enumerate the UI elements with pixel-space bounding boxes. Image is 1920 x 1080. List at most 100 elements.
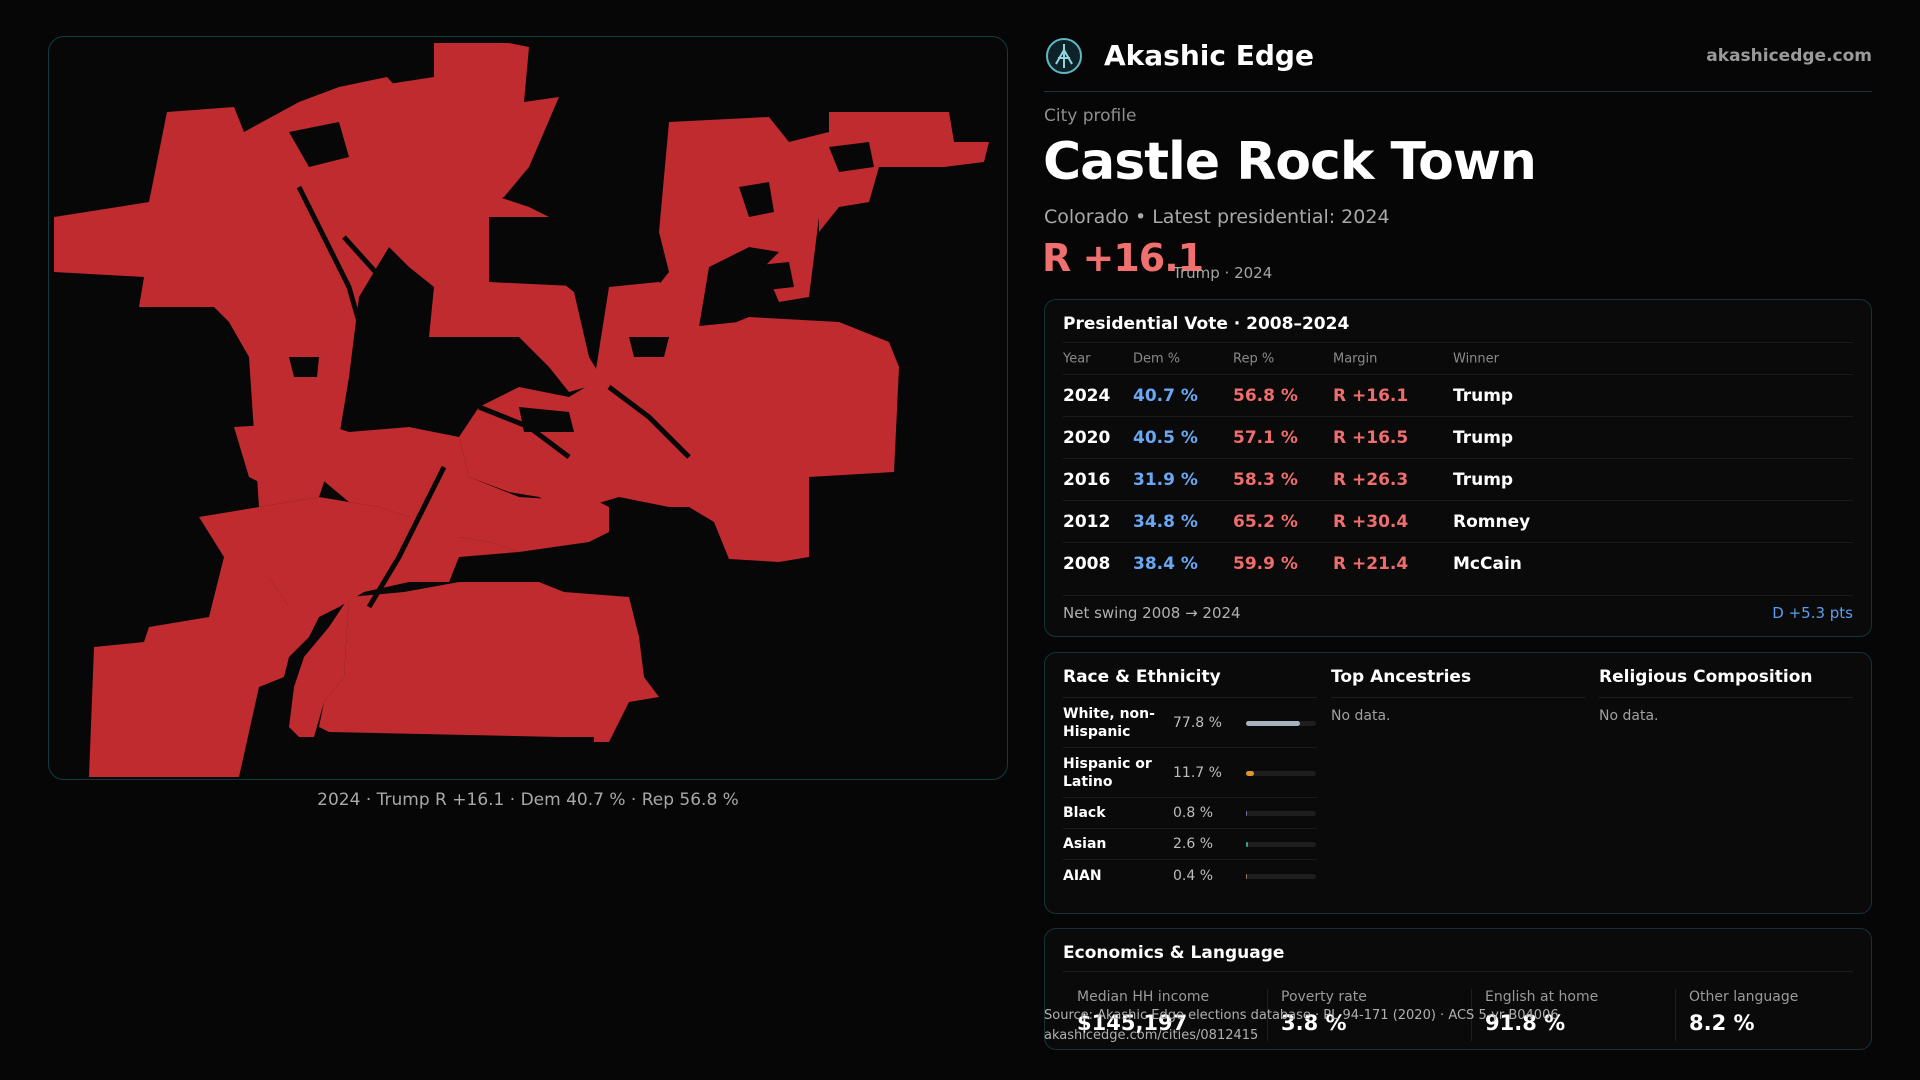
brand-domain-link[interactable]: akashicedge.com [1706,46,1872,66]
map-gap-shape [829,142,874,172]
race-label: Asian [1063,836,1107,852]
precinct-shape[interactable] [679,207,749,267]
presidential-vote-card: Presidential Vote · 2008–2024 Year Dem %… [1044,299,1872,637]
precinct-shape[interactable] [234,422,609,552]
econ-cell-poverty-rate: Poverty rate 3.8 % [1267,989,1481,1041]
cell-margin: R +30.4 [1333,511,1409,532]
akashic-edge-logo-icon[interactable] [1044,36,1084,76]
race-bar-fill [1246,720,1301,726]
map-caption: 2024 · Trump R +16.1 · Dem 40.7 % · Rep … [317,790,739,810]
race-row: Asian 2.6 % [1063,829,1317,860]
race-bar [1246,873,1316,879]
footer: Source: Akashic Edge elections database … [1044,1006,1559,1046]
map-gap-shape [289,357,319,377]
map-boundary-line [296,185,372,358]
race-value: 2.6 % [1173,836,1214,852]
headline-margin-note: Trump · 2024 [1173,264,1273,282]
cell-rep: 58.3 % [1233,469,1298,490]
cell-margin: R +16.5 [1333,427,1409,448]
map-boundary-line [478,404,571,459]
econ-cell-other-language: Other language 8.2 % [1675,989,1889,1041]
precinct-shape[interactable] [289,597,349,737]
precinct-map[interactable] [49,37,1008,780]
precinct-shape[interactable] [649,112,989,347]
race-ethnicity-section: Race & Ethnicity White, non-Hispanic 77.… [1063,667,1317,891]
footer-source: Source: Akashic Edge elections database … [1044,1008,1559,1023]
cell-rep: 59.9 % [1233,553,1298,574]
race-row: White, non-Hispanic 77.8 % [1063,698,1317,748]
table-row: 2008 38.4 % 59.9 % R +21.4 McCain [1063,542,1853,584]
race-label: White, non-Hispanic [1063,705,1155,740]
race-ethnicity-title: Race & Ethnicity [1063,667,1317,698]
econ-cell-english-at-home: English at home 91.8 % [1471,989,1685,1041]
cell-year: 2020 [1063,427,1111,448]
ancestries-empty: No data. [1331,708,1391,724]
map-gap-shape [739,182,774,217]
religion-title: Religious Composition [1599,667,1853,698]
religion-empty: No data. [1599,708,1659,724]
cell-dem: 40.5 % [1133,427,1198,448]
table-row: 2024 40.7 % 56.8 % R +16.1 Trump [1063,374,1853,416]
map-gap-shape [289,122,349,167]
precinct-shape[interactable] [249,497,519,657]
header-rep: Rep % [1233,351,1275,366]
cell-margin: R +16.1 [1333,385,1409,406]
cell-winner: Trump [1453,427,1514,448]
race-label: Hispanic or Latino [1063,755,1152,790]
map-boundary-line [607,385,691,459]
brand-name: Akashic Edge [1104,39,1314,72]
race-value: 0.8 % [1173,805,1214,821]
presidential-vote-title: Presidential Vote · 2008–2024 [1063,314,1350,334]
ancestries-section: Top Ancestries No data. [1331,667,1585,724]
header: Akashic Edge akashicedge.com [1044,36,1872,92]
cell-year: 2008 [1063,553,1111,574]
presidential-vote-table: Year Dem % Rep % Margin Winner 2024 40.7… [1063,342,1853,584]
cell-winner: Trump [1453,385,1514,406]
demographics-card: Race & Ethnicity White, non-Hispanic 77.… [1044,652,1872,914]
net-swing-value: D +5.3 pts [1772,604,1853,622]
race-row: AIAN 0.4 % [1063,860,1317,891]
cell-dem: 40.7 % [1133,385,1198,406]
page-subtitle: Colorado • Latest presidential: 2024 [1044,206,1390,228]
race-bar [1246,770,1316,776]
precinct-shape[interactable] [689,322,749,347]
map-boundary-line [366,465,447,609]
econ-label: Poverty rate [1281,989,1367,1005]
cell-dem: 38.4 % [1133,553,1198,574]
headline-margin: R +16.1 [1042,236,1204,280]
header-dem: Dem % [1133,351,1181,366]
race-bar-fill [1246,842,1248,847]
cell-dem: 31.9 % [1133,469,1198,490]
map-gap-shape [489,217,594,287]
economics-title: Economics & Language [1063,943,1285,963]
precinct-shape[interactable] [319,582,659,742]
race-bar-fill [1246,873,1248,879]
race-row: Black 0.8 % [1063,798,1317,829]
cell-winner: McCain [1453,553,1522,574]
cell-rep: 57.1 % [1233,427,1298,448]
precinct-shape[interactable] [89,507,289,777]
map-boundary-line [342,235,412,368]
precinct-shape[interactable] [54,77,424,507]
race-bar-fill [1246,811,1248,816]
cell-rep: 56.8 % [1233,385,1298,406]
race-bar-fill [1246,770,1255,776]
cell-year: 2024 [1063,385,1111,406]
econ-label: English at home [1485,989,1599,1005]
header-year: Year [1063,351,1091,366]
religion-section: Religious Composition No data. [1599,667,1853,724]
precinct-shape[interactable] [369,43,559,212]
header-margin: Margin [1333,351,1378,366]
race-label: AIAN [1063,867,1102,884]
page-title: Castle Rock Town [1043,132,1537,192]
race-value: 11.7 % [1173,764,1222,781]
footer-url-link[interactable]: akashicedge.com/cities/0812415 [1044,1028,1259,1043]
map-panel[interactable] [48,36,1008,780]
header-winner: Winner [1453,351,1500,366]
econ-value: 3.8 % [1281,1011,1347,1035]
race-value: 0.4 % [1173,867,1214,884]
map-gap-shape [519,407,574,432]
econ-cell-median-income: Median HH income $145,197 [1077,989,1277,1041]
precinct-shape[interactable] [459,282,899,562]
race-bar [1246,811,1316,816]
